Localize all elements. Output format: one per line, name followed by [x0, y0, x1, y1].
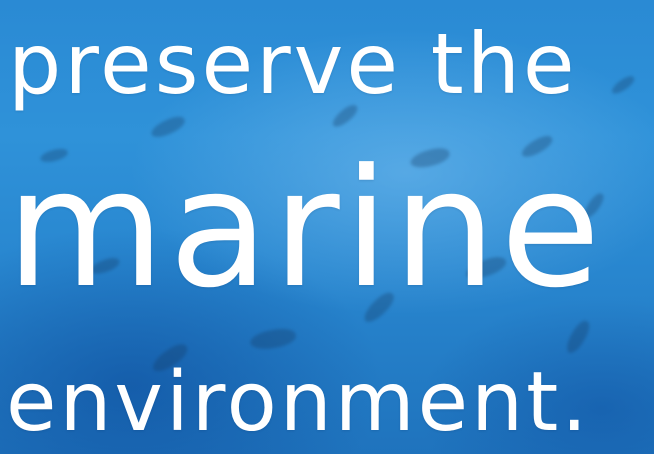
headline-line-3: environment.: [6, 355, 591, 450]
headline-line-2: marine: [6, 135, 605, 324]
headline-line-1: preserve the: [8, 15, 578, 113]
